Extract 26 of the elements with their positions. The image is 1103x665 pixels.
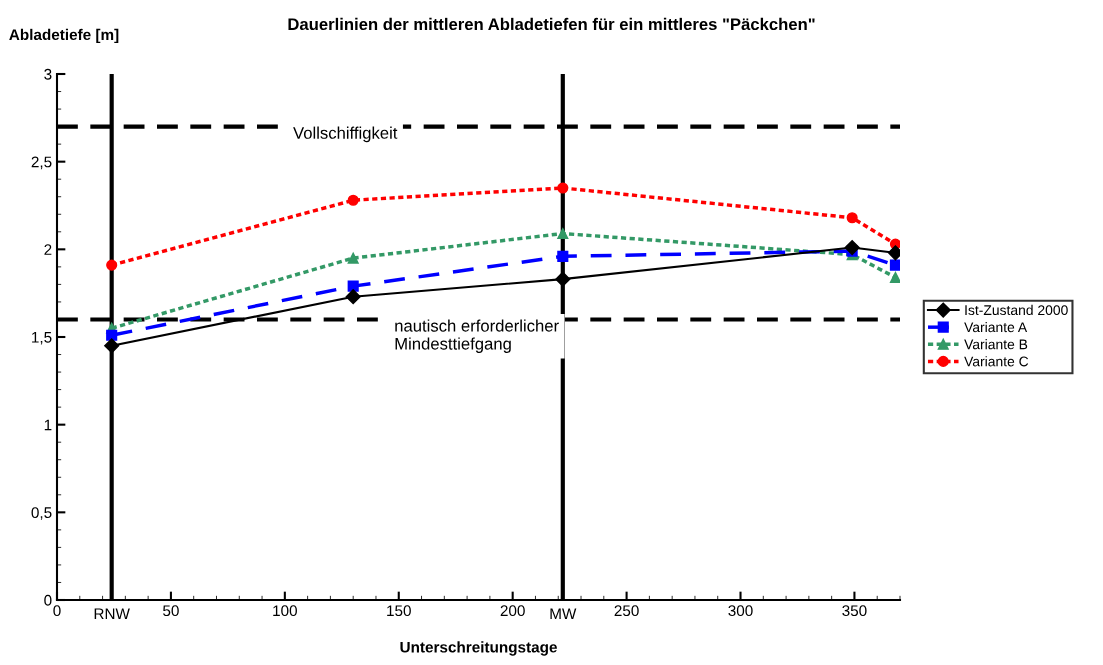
legend-label: Ist-Zustand 2000: [965, 304, 1068, 316]
x-tick-label: 250: [614, 605, 639, 617]
y-tick-label: 1: [44, 419, 52, 431]
y-tick-label: 3: [44, 68, 52, 80]
x-axis-title: Unterschreitungstage: [400, 641, 557, 656]
ref-line-label: MW: [550, 608, 577, 619]
y-tick-label: 0: [44, 594, 52, 606]
legend-label: Variante C: [964, 356, 1029, 367]
y-axis-title: Abladetiefe [m]: [9, 28, 119, 44]
y-tick-label: 0,5: [31, 507, 52, 520]
y-tick-label: 1,5: [32, 332, 52, 345]
legend-label: Variante B: [964, 339, 1028, 350]
ref-line-label: RNW: [94, 608, 130, 619]
x-tick-label: 150: [387, 605, 411, 617]
x-tick-label: 100: [273, 605, 297, 617]
x-tick-label: 0: [53, 605, 61, 617]
x-tick-label: 50: [163, 605, 179, 617]
legend-label: Variante A: [964, 321, 1028, 333]
y-tick-label: 2,5: [31, 156, 52, 170]
x-tick-label: 300: [728, 605, 753, 617]
ref-line-label: Vollschiffigkeit: [293, 126, 398, 143]
ref-line-label: nautisch erforderlicher Mindesttiefgang: [395, 319, 559, 353]
x-tick-label: 200: [500, 605, 525, 617]
x-tick-label: 350: [842, 605, 867, 617]
y-tick-label: 2: [44, 244, 52, 255]
chart-title: Dauerlinien der mittleren Abladetiefen für ein mittleres "Päckchen": [288, 17, 815, 31]
